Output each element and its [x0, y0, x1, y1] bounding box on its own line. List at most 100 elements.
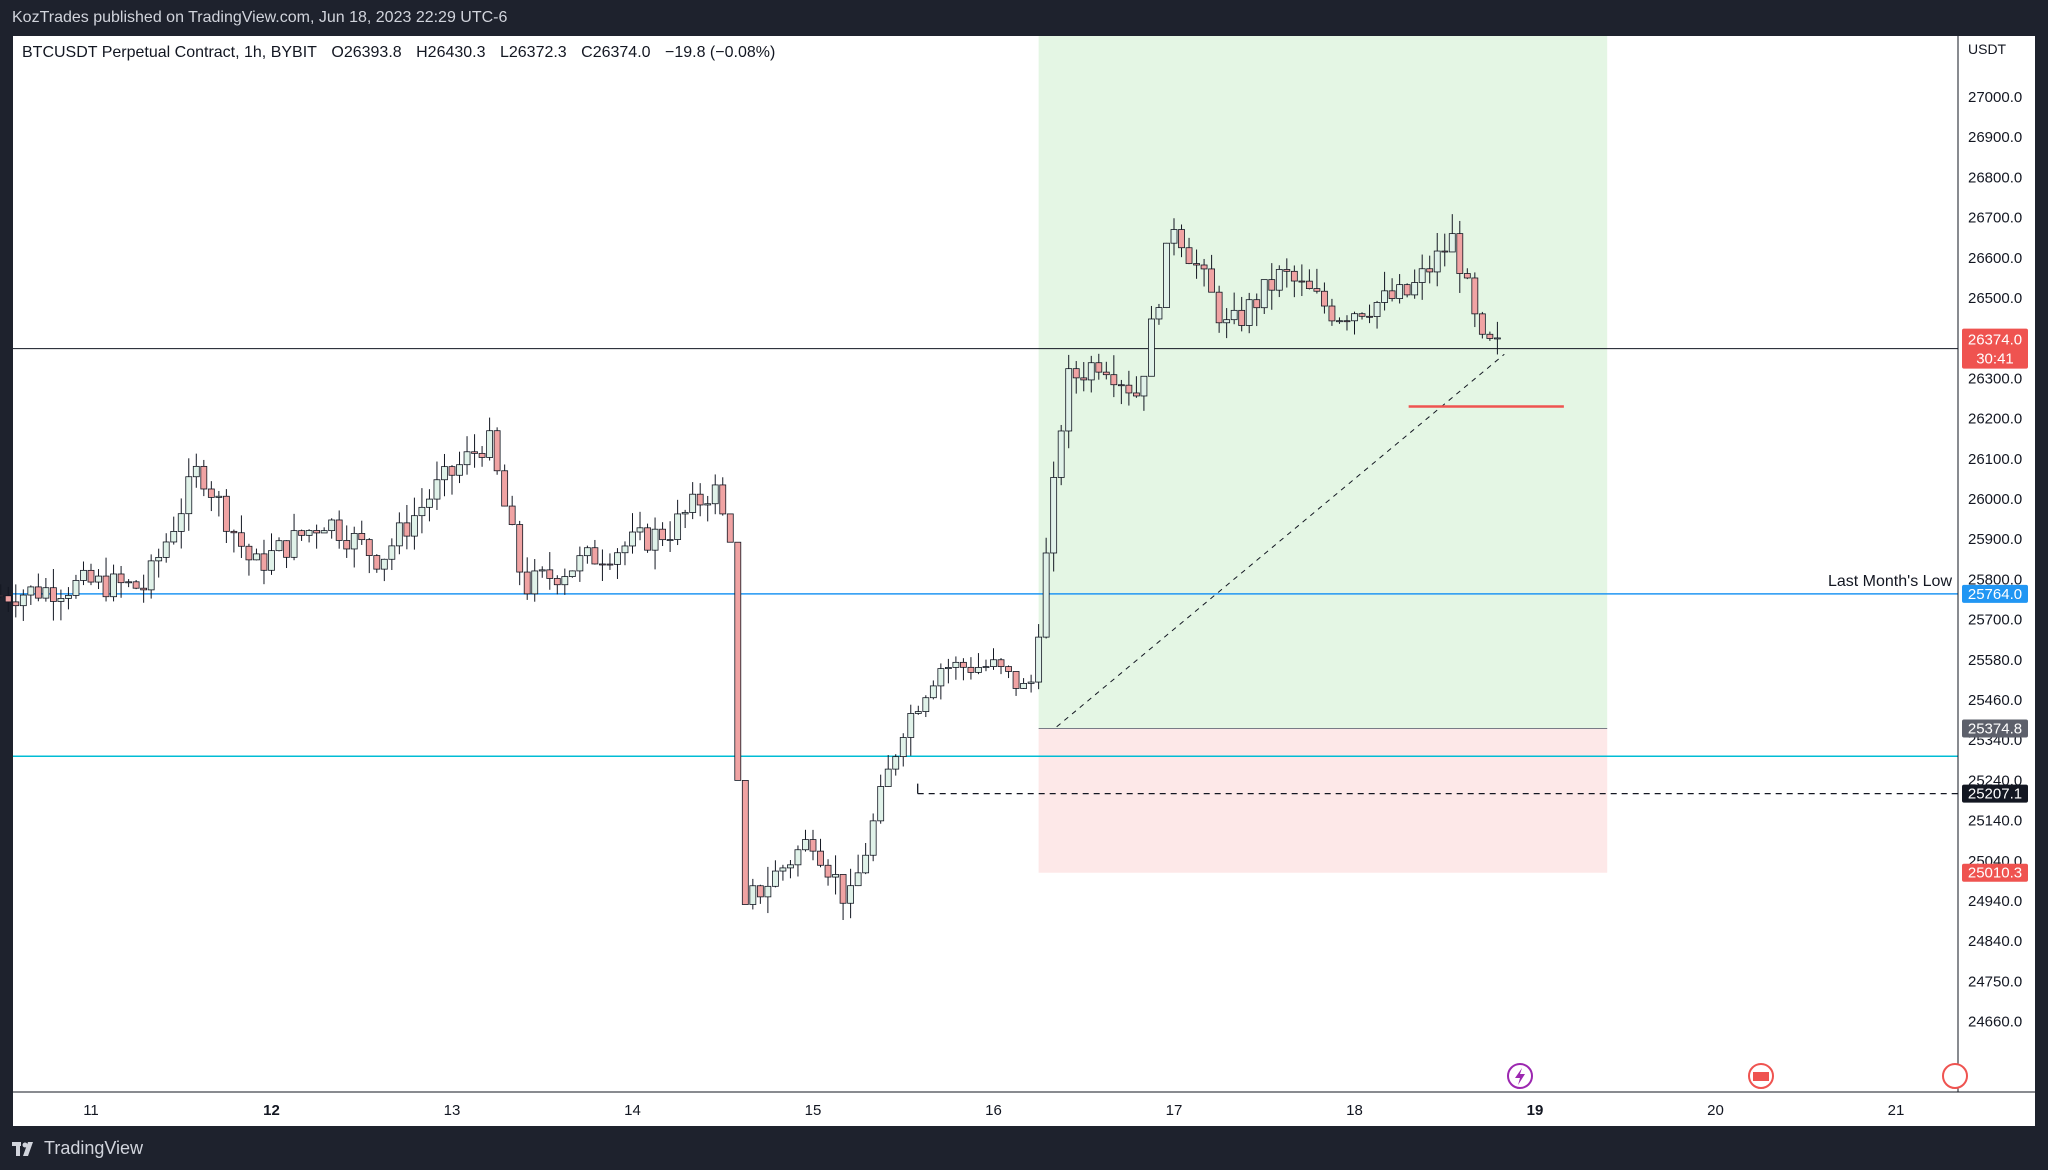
candle-body	[779, 867, 787, 872]
candle-body	[418, 506, 426, 517]
candle-body	[260, 553, 268, 571]
candle-body	[621, 545, 629, 554]
candle-body	[388, 545, 396, 560]
y-tick-label: 25580.0	[1968, 652, 2022, 669]
candle-body	[1358, 313, 1366, 317]
candle-body	[817, 850, 824, 866]
candle-body	[1042, 552, 1050, 638]
x-tick-label: 20	[1707, 1102, 1724, 1119]
tradingview-logo[interactable]: TradingView	[12, 1138, 143, 1159]
candle-body	[185, 476, 193, 515]
legend-change: −19.8 (−0.08%)	[665, 44, 776, 61]
us-flag-event-icon-2[interactable]	[1942, 1063, 1968, 1089]
y-tick-label: 26200.0	[1968, 411, 2022, 428]
candle-body	[253, 553, 260, 561]
time-axis[interactable]	[13, 1092, 2035, 1126]
x-tick-label: 21	[1888, 1102, 1905, 1119]
candle-body	[899, 737, 907, 758]
candle-body	[523, 571, 531, 595]
candle-body	[1057, 430, 1065, 478]
candle-body	[1471, 277, 1479, 315]
candle-body	[787, 864, 794, 869]
candle-body	[884, 768, 892, 787]
x-tick-label: 14	[624, 1102, 641, 1119]
tradingview-logo-icon	[12, 1141, 33, 1156]
candle-body	[1290, 270, 1298, 282]
candle-body	[222, 495, 230, 532]
candle-body	[516, 524, 524, 573]
candle-body	[1163, 242, 1170, 308]
candle-body	[1110, 374, 1118, 386]
candle-body	[944, 667, 952, 670]
y-tick-label: 26700.0	[1968, 210, 2022, 227]
y-tick-label: 26000.0	[1968, 491, 2022, 508]
candle-body	[65, 595, 72, 599]
x-tick-label: 19	[1527, 1102, 1544, 1119]
candle-body	[636, 527, 644, 533]
candle-body	[1117, 384, 1125, 387]
candle-body	[471, 451, 478, 454]
y-tick-label: 24940.0	[1968, 893, 2022, 910]
candle-body	[681, 512, 689, 515]
candle-body	[170, 531, 178, 543]
candle-body	[839, 874, 847, 904]
candle-body	[907, 713, 915, 738]
y-tick-label: 24750.0	[1968, 973, 2022, 990]
candle-body	[1493, 337, 1501, 340]
candle-body	[298, 530, 305, 536]
last-month-low-label: Last Month's Low	[1828, 573, 1952, 590]
candle-body	[290, 530, 298, 558]
candle-body	[0, 595, 5, 597]
y-tick-label: 26500.0	[1968, 290, 2022, 307]
chart-pane[interactable]	[13, 36, 2035, 1126]
candle-body	[426, 498, 433, 508]
candle-body	[478, 452, 486, 458]
candle-body	[486, 430, 494, 458]
price-axis[interactable]	[1958, 36, 2035, 1092]
candle-body	[1381, 290, 1388, 303]
candle-body	[794, 849, 802, 866]
candle-body	[1486, 333, 1494, 339]
profit-zone[interactable]	[1038, 36, 1608, 729]
candle-body	[155, 557, 163, 562]
candle-body	[644, 527, 651, 551]
candle-body	[1313, 288, 1321, 292]
candle-body	[501, 470, 509, 507]
candle-body	[576, 555, 584, 572]
candle-body	[937, 668, 945, 687]
y-tick-label: 26100.0	[1968, 451, 2022, 468]
candle-body	[1200, 264, 1208, 270]
symbol-legend: BTCUSDT Perpetual Contract, 1h, BYBIT O2…	[22, 44, 785, 62]
candle-body	[87, 569, 95, 583]
loss-zone[interactable]	[1038, 728, 1608, 873]
candle-body	[177, 513, 185, 532]
published-text: KozTrades published on TradingView.com, …	[12, 9, 508, 26]
candle-body	[49, 587, 57, 602]
candle-body	[689, 493, 697, 513]
candle-body	[1012, 671, 1020, 689]
candle-body	[1230, 309, 1238, 321]
candle-body	[95, 575, 102, 583]
candle-body	[1020, 683, 1027, 689]
candle-body	[117, 573, 125, 584]
y-tick-label: 25460.0	[1968, 692, 2022, 709]
candle-body	[1283, 269, 1291, 272]
candle-body	[960, 661, 967, 668]
trendline[interactable]	[1056, 353, 1505, 728]
candle-body	[102, 575, 110, 598]
candle-body	[125, 581, 133, 584]
legend-open: O26393.8	[331, 44, 402, 61]
candle-body	[19, 594, 27, 607]
candle-body	[651, 528, 659, 551]
candle-body	[1072, 368, 1080, 379]
candle-body	[350, 533, 358, 550]
candle-body	[42, 587, 50, 599]
candle-body	[1170, 229, 1178, 244]
candle-body	[403, 522, 411, 537]
candle-body	[132, 581, 140, 589]
candle-body	[80, 569, 87, 581]
dashed-low-tag-bg	[1962, 784, 2028, 803]
candle-body	[1253, 299, 1261, 309]
y-tick-label: 26800.0	[1968, 169, 2022, 186]
